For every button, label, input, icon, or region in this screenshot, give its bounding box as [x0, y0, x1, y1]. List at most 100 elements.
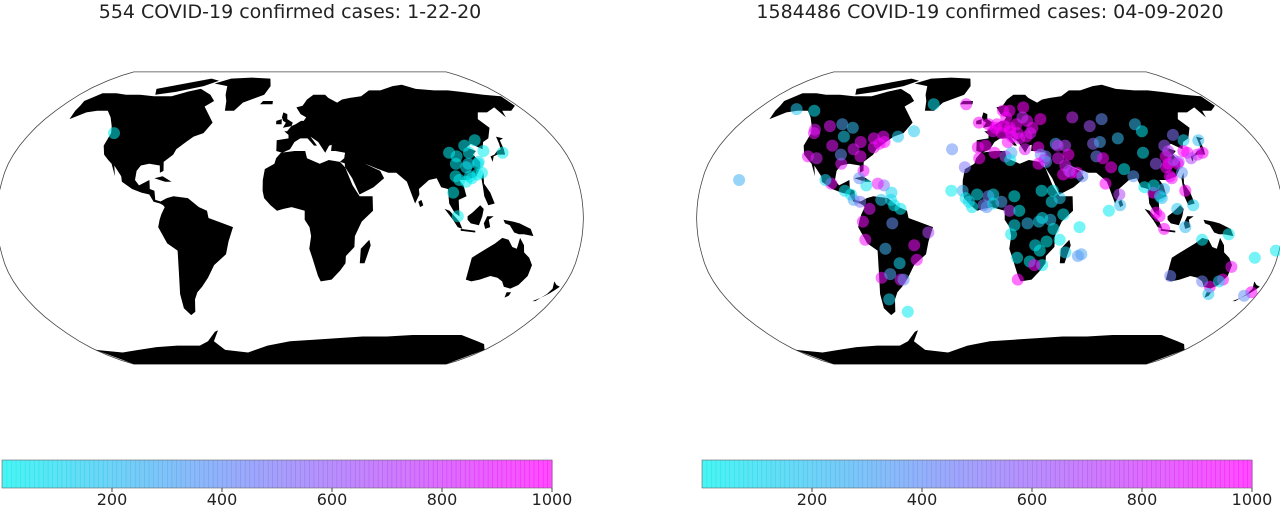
colorbar-segment: [254, 460, 260, 488]
colorbar-segment: [1142, 460, 1148, 488]
colorbar-segment: [24, 460, 31, 488]
case-marker: [1034, 113, 1047, 126]
colorbar-segment: [263, 460, 269, 488]
colorbar-segment: [757, 460, 763, 488]
colorbar-segment: [990, 460, 996, 488]
case-marker: [995, 195, 1008, 208]
colorbar-segment: [1155, 460, 1161, 488]
land-north-america: [69, 88, 213, 206]
colorbar-segment: [967, 460, 974, 488]
colorbar-segment: [1073, 460, 1079, 488]
colorbar-segment: [903, 460, 909, 488]
map-panel-1: 554 COVID-19 confirmed cases: 1-22-20 20…: [0, 0, 584, 506]
case-marker: [910, 253, 923, 266]
case-marker: [1046, 184, 1059, 197]
colorbar-segment: [1206, 460, 1212, 488]
case-marker: [477, 145, 490, 157]
case-marker: [1021, 217, 1034, 230]
case-marker: [1164, 270, 1177, 282]
colorbar-segment: [1091, 460, 1097, 488]
colorbar-segment: [400, 460, 406, 488]
case-marker: [447, 186, 460, 199]
land-taiwan-philippines: [481, 172, 495, 206]
colorbar-segment: [167, 460, 173, 488]
case-marker: [1225, 260, 1238, 273]
colorbar-segment: [332, 460, 338, 488]
land-antarctica: [795, 330, 1185, 365]
case-marker: [471, 157, 484, 170]
colorbar-segment: [844, 460, 850, 488]
colorbar-segment: [116, 460, 122, 488]
land-south-america: [858, 196, 933, 316]
colorbar-segment: [1242, 460, 1249, 488]
case-marker: [1158, 222, 1171, 235]
case-marker: [847, 143, 860, 156]
colorbar-segment: [917, 460, 923, 488]
colorbar-segment: [93, 460, 99, 488]
colorbar-segment: [853, 460, 859, 488]
colorbar-segment: [949, 460, 955, 488]
case-marker: [945, 184, 958, 197]
colorbar-segment: [1197, 460, 1203, 488]
case-marker: [837, 130, 850, 143]
colorbar-segment: [972, 460, 978, 488]
colorbar-segment: [1059, 460, 1065, 488]
map-panel-2: 1584486 COVID-19 confirmed cases: 04-09-…: [696, 0, 1280, 506]
colorbar-segment: [1100, 460, 1106, 488]
colorbar-segment: [1201, 460, 1207, 488]
colorbar-segment: [98, 460, 104, 488]
land-arabia-bridge: [331, 143, 357, 164]
colorbar-segment: [1219, 460, 1226, 488]
colorbar-segment: [1050, 460, 1056, 488]
case-marker: [1166, 128, 1179, 141]
colorbar-segment: [43, 460, 49, 488]
colorbar-segment: [1192, 460, 1198, 488]
case-marker: [1102, 204, 1115, 217]
case-markers: [108, 127, 509, 223]
case-marker: [988, 146, 1001, 159]
land-ireland: [276, 119, 282, 125]
colorbar-segment: [409, 460, 416, 488]
colorbar-segment: [876, 460, 882, 488]
colorbar-segment: [812, 460, 818, 488]
colorbar-segment: [1128, 460, 1134, 488]
case-marker: [826, 139, 839, 152]
colorbar-segment: [1183, 460, 1189, 488]
colorbar-segment: [1109, 460, 1116, 488]
colorbar-segment: [706, 460, 712, 488]
colorbar-segment: [766, 460, 772, 488]
colorbar-segment: [75, 460, 81, 488]
colorbar-segment: [1036, 460, 1042, 488]
colorbar-tick-label: 1000: [1232, 490, 1273, 506]
colorbar-segment: [848, 460, 854, 488]
colorbar-segment: [185, 460, 191, 488]
colorbar-tick-label: 200: [97, 490, 128, 506]
land-taiwan-philippines: [1181, 172, 1195, 206]
colorbar-segment: [451, 460, 457, 488]
colorbar-segment: [963, 460, 969, 488]
case-marker: [1149, 157, 1162, 170]
case-marker: [1162, 145, 1175, 157]
colorbar-segment: [734, 460, 740, 488]
colorbar-segment: [226, 460, 232, 488]
colorbar-segment: [510, 460, 516, 488]
colorbar-segment: [1224, 460, 1230, 488]
colorbar-segment: [1137, 460, 1143, 488]
colorbar-segment: [244, 460, 251, 488]
case-marker: [1099, 177, 1112, 190]
case-marker: [1059, 246, 1072, 259]
land-antarctica: [95, 330, 485, 365]
case-marker: [1052, 152, 1065, 165]
case-marker: [1047, 222, 1060, 235]
case-marker: [1196, 233, 1209, 246]
case-marker: [1018, 143, 1031, 156]
colorbar-segment: [999, 460, 1006, 488]
colorbar-segment: [189, 460, 196, 488]
colorbar-segment: [258, 460, 264, 488]
case-marker: [1013, 204, 1026, 217]
colorbar-segment: [1068, 460, 1074, 488]
colorbar-segment: [711, 460, 717, 488]
colorbar-segment: [377, 460, 384, 488]
case-marker: [966, 201, 979, 214]
case-marker: [810, 152, 823, 165]
